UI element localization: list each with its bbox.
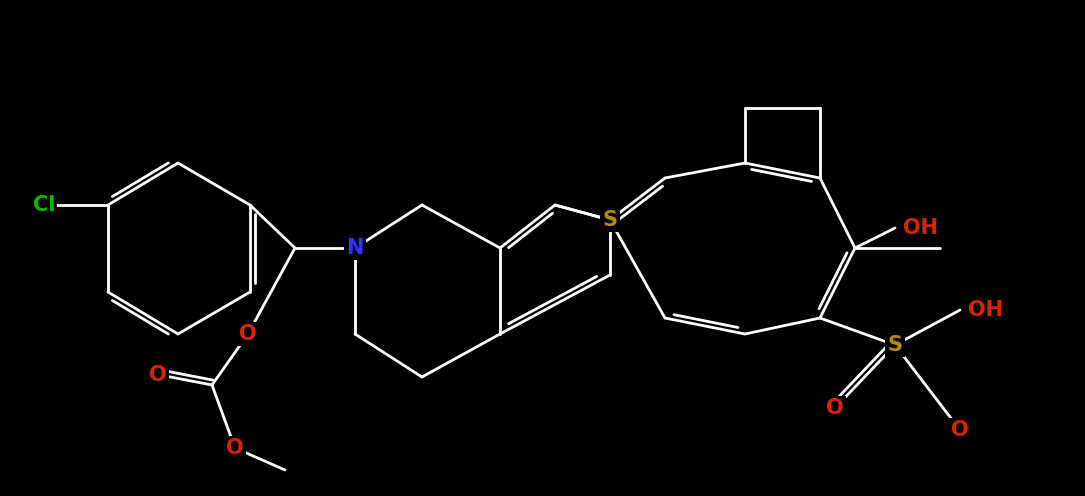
Text: OH: OH xyxy=(903,218,939,238)
Text: O: O xyxy=(952,420,969,440)
Text: O: O xyxy=(826,398,844,418)
Text: S: S xyxy=(888,335,903,355)
Text: O: O xyxy=(226,438,244,458)
Text: OH: OH xyxy=(968,300,1003,320)
Text: O: O xyxy=(239,324,257,344)
Text: O: O xyxy=(150,365,167,385)
Text: N: N xyxy=(346,238,363,258)
Text: S: S xyxy=(602,210,617,230)
Text: Cl: Cl xyxy=(33,195,55,215)
